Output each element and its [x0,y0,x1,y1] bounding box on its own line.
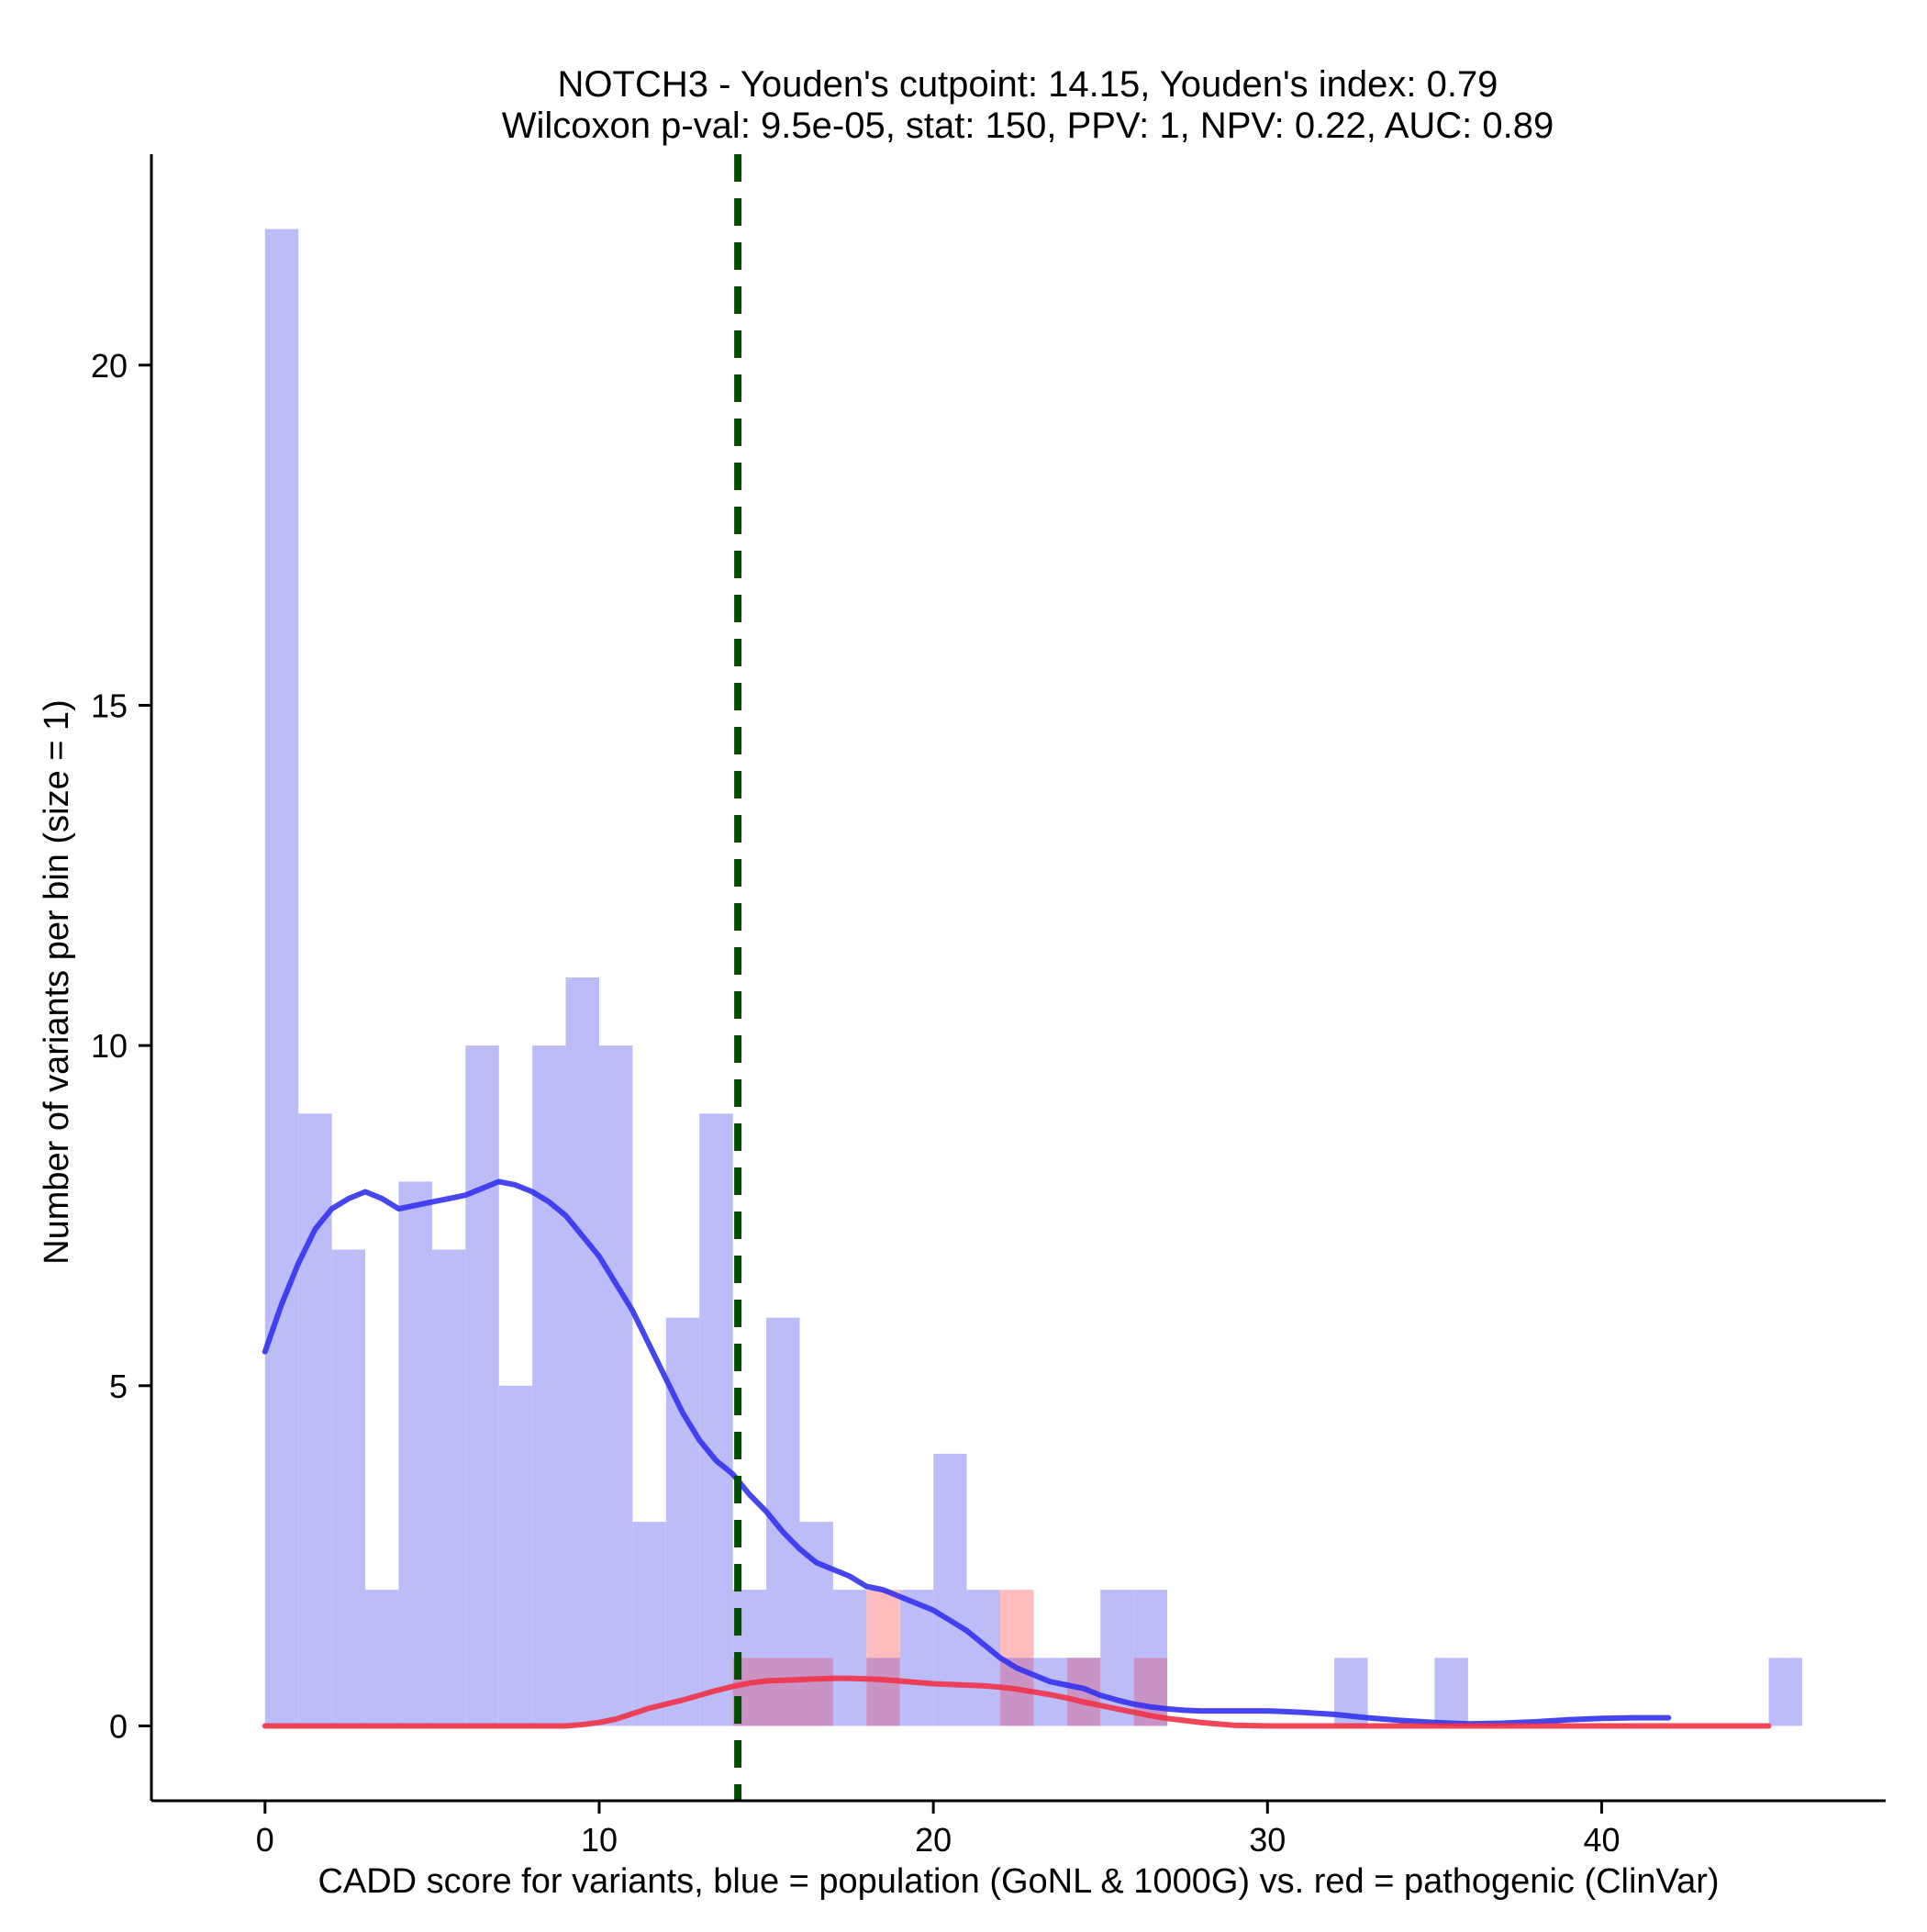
chart-title-line-2: Wilcoxon p-val: 9.5e-05, stat: 150, PPV:… [502,106,1554,146]
population-bar [832,1590,867,1726]
population-bar [264,229,299,1726]
y-tick-label: 15 [91,687,128,724]
chart-title-line-1: NOTCH3 - Youden's cutpoint: 14.15, Youde… [558,64,1498,105]
overlap-bar [866,1658,900,1726]
population-bar [398,1181,432,1726]
population-bar [298,1113,332,1726]
population-bar [665,1317,700,1726]
population-bar [465,1045,499,1726]
x-tick-label: 40 [1583,1821,1620,1859]
axes [150,154,1886,1803]
population-bar [431,1249,466,1726]
population-bars [264,229,1802,1726]
x-tick-label: 20 [915,1821,952,1859]
y-tick-label: 20 [91,347,128,385]
population-bar [1434,1658,1468,1726]
pathogenic-density-line [262,1675,1772,1729]
x-tick-label: 0 [256,1821,274,1859]
population-density-line [262,1178,1672,1727]
x-axis-ticks: 0 10 20 30 40 [256,1801,1620,1859]
population-bar [565,977,599,1726]
population-bar [632,1522,666,1726]
x-tick-label: 30 [1249,1821,1286,1859]
population-bar [532,1045,566,1726]
y-tick-label: 10 [91,1027,128,1065]
population-bar [598,1045,633,1726]
y-tick-label: 0 [109,1707,128,1745]
population-bar [365,1590,399,1726]
population-bar [899,1590,934,1726]
population-bar [331,1249,366,1726]
density-lines [262,1178,1772,1729]
population-bar [933,1453,967,1726]
y-tick-label: 5 [109,1368,128,1405]
overlap-bar [799,1658,833,1726]
y-axis-title: Number of variants per bin (size = 1) [38,699,76,1265]
x-tick-label: 10 [581,1821,618,1859]
population-bar [699,1113,733,1726]
x-axis-title: CADD score for variants, blue = populati… [317,1862,1719,1901]
population-bar [966,1590,1000,1726]
overlap-bar [766,1658,800,1726]
population-bar [1768,1658,1802,1726]
population-bar [498,1385,533,1726]
y-axis-ticks: 0 5 10 15 20 [91,347,151,1745]
